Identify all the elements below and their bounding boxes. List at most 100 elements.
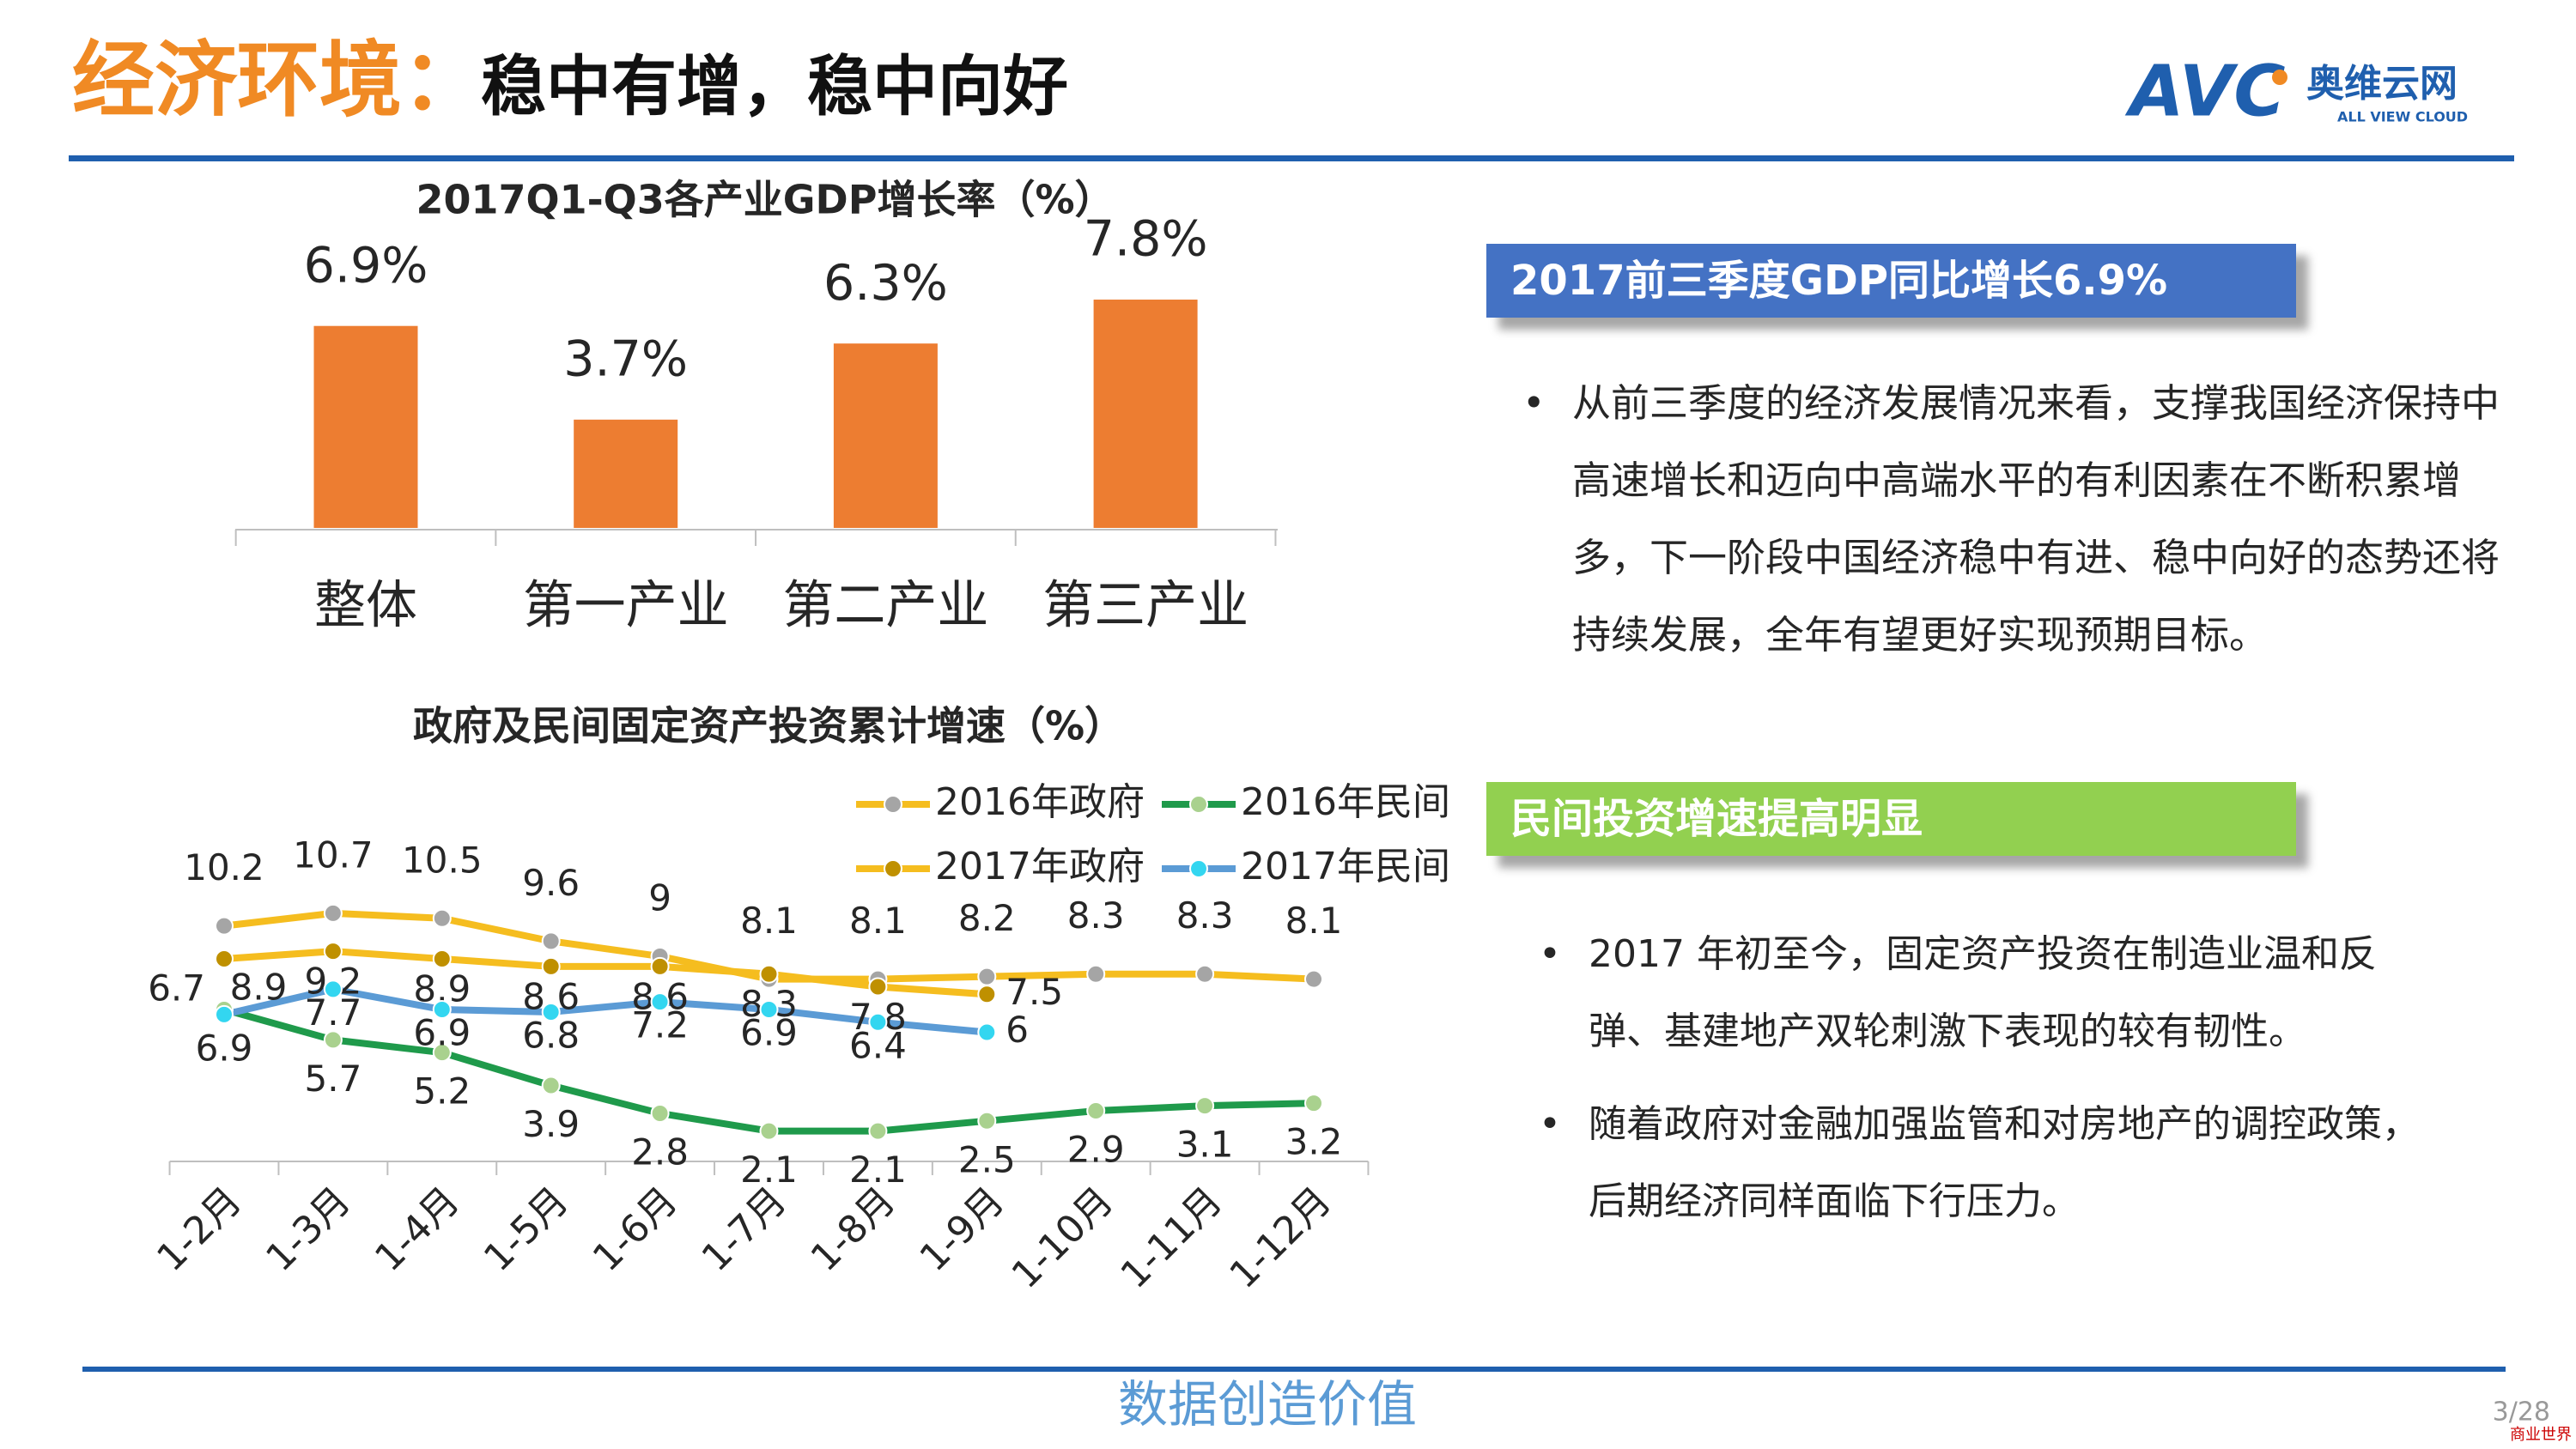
- data-label: 6.9: [196, 1028, 253, 1070]
- data-point: [432, 1000, 452, 1019]
- header-rule: [69, 155, 2514, 161]
- data-label: 2.5: [958, 1138, 1016, 1180]
- logo-tagline: ALL VIEW CLOUD: [2337, 109, 2468, 125]
- data-point: [432, 908, 452, 928]
- data-label: 8.3: [1176, 894, 1234, 937]
- data-label: 10.2: [184, 846, 264, 888]
- data-point: [323, 1030, 343, 1050]
- x-tick-label: 1-8月: [803, 1179, 904, 1280]
- panel-heading: 民间投资增速提高明显: [1486, 782, 2296, 856]
- value-label: 6.9%: [304, 237, 428, 294]
- data-point: [650, 992, 670, 1012]
- legend-marker: [1189, 859, 1208, 878]
- data-point: [432, 1043, 452, 1063]
- data-label: 8.1: [849, 900, 907, 942]
- data-label: 8.1: [1285, 900, 1343, 942]
- data-point: [650, 956, 670, 976]
- page-number: 3/28: [2493, 1397, 2550, 1428]
- data-label: 8.2: [958, 897, 1016, 939]
- x-tick-label: 1-6月: [585, 1179, 686, 1280]
- logo-dot: [2272, 70, 2287, 85]
- data-label: 6.9: [413, 1012, 471, 1054]
- x-tick-label: 第二产业: [782, 576, 988, 636]
- data-label: 10.5: [402, 839, 483, 881]
- data-label: 2.1: [849, 1149, 907, 1191]
- data-label: 2.8: [631, 1131, 689, 1173]
- data-label: 7.7: [305, 991, 362, 1034]
- data-point: [868, 1121, 888, 1141]
- data-label: 8.9: [230, 967, 288, 1009]
- bar: [833, 343, 938, 528]
- data-point: [650, 1103, 670, 1123]
- bullet: 2017 年初至今，固定资产投资在制造业温和反弹、基建地产双轮刺激下表现的较有韧…: [1539, 916, 2447, 1070]
- data-label: 7.5: [1005, 971, 1063, 1013]
- data-label: 5.2: [413, 1070, 471, 1113]
- data-point: [541, 956, 561, 976]
- data-label: 6.4: [849, 1024, 907, 1066]
- x-tick-label: 整体: [314, 576, 417, 636]
- chart-title: 政府及民间固定资产投资累计增速（%）: [413, 703, 1124, 749]
- bar: [574, 419, 678, 528]
- series-line: [223, 948, 987, 998]
- value-label: 7.8%: [1084, 211, 1208, 268]
- legend-marker: [1189, 795, 1208, 814]
- data-point: [323, 903, 343, 923]
- data-point: [541, 1076, 561, 1095]
- data-label: 3.9: [522, 1103, 580, 1145]
- data-point: [1086, 1101, 1106, 1120]
- value-label: 6.3%: [823, 255, 948, 312]
- x-tick-label: 1-10月: [1004, 1179, 1122, 1297]
- data-label: 10.7: [293, 834, 374, 876]
- data-label: 7.2: [631, 1004, 689, 1046]
- data-point: [759, 964, 779, 984]
- panel-text: 从前三季度的经济发展情况来看，支撑我国经济保持中高速增长和迈向中高端水平的有利因…: [1522, 365, 2504, 689]
- data-point: [868, 1012, 888, 1032]
- legend-label: 2017年民间: [1241, 845, 1450, 888]
- x-tick-label: 1-3月: [258, 1179, 359, 1280]
- panel-text: 2017 年初至今，固定资产投资在制造业温和反弹、基建地产双轮刺激下表现的较有韧…: [1539, 916, 2447, 1256]
- footer-slogan: 数据创造价值: [1118, 1375, 1417, 1434]
- data-label: 5.7: [305, 1058, 362, 1100]
- x-tick-label: 1-11月: [1113, 1179, 1231, 1297]
- data-point: [759, 1000, 779, 1019]
- x-tick-label: 第三产业: [1042, 576, 1249, 636]
- x-tick-label: 1-2月: [149, 1179, 250, 1280]
- bar: [1093, 300, 1198, 528]
- data-label: 8.1: [740, 900, 798, 942]
- legend-label: 2016年民间: [1241, 780, 1450, 824]
- data-label: 9.6: [522, 862, 580, 904]
- data-point: [323, 979, 343, 999]
- data-point: [215, 1004, 234, 1024]
- data-point: [432, 949, 452, 968]
- data-point: [1304, 1094, 1323, 1113]
- data-point: [1195, 1096, 1215, 1116]
- x-tick-label: 第一产业: [523, 576, 729, 636]
- logo-mark: AVC: [2124, 51, 2286, 132]
- panel-heading: 2017前三季度GDP同比增长6.9%: [1486, 244, 2296, 318]
- data-point: [977, 985, 997, 1004]
- bullet: 从前三季度的经济发展情况来看，支撑我国经济保持中高速增长和迈向中高端水平的有利因…: [1522, 365, 2504, 674]
- legend-marker: [884, 859, 902, 878]
- data-label: 9: [648, 877, 671, 919]
- data-label: 6.9: [740, 1012, 798, 1054]
- logo-name: 奥维云网: [2306, 62, 2458, 106]
- data-label: 2.9: [1067, 1129, 1125, 1171]
- data-label: 2.1: [740, 1149, 798, 1191]
- legend-marker: [884, 795, 902, 814]
- data-label: 3.1: [1176, 1124, 1234, 1166]
- x-tick-label: 1-5月: [476, 1179, 577, 1280]
- data-point: [759, 1121, 779, 1141]
- data-point: [977, 1022, 997, 1042]
- legend-label: 2017年政府: [935, 845, 1145, 888]
- data-label: 6: [1005, 1009, 1029, 1051]
- legend-label: 2016年政府: [935, 780, 1145, 824]
- data-point: [977, 967, 997, 986]
- data-point: [1086, 964, 1106, 984]
- slide-subtitle: 稳中有增，稳中向好: [481, 48, 1068, 124]
- data-label: 6.8: [522, 1014, 580, 1056]
- data-label: 8.3: [1067, 894, 1125, 937]
- data-label: 6.7: [148, 967, 205, 1009]
- data-label: 3.2: [1285, 1121, 1343, 1163]
